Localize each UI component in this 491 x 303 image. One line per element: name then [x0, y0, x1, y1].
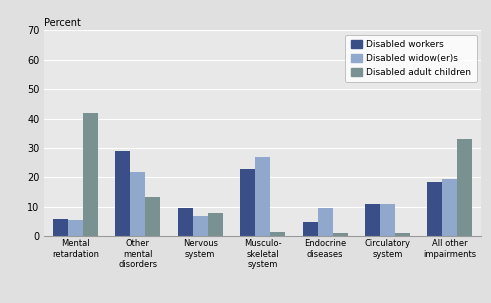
Bar — [442, 179, 458, 236]
Bar — [115, 151, 130, 236]
Bar — [178, 208, 193, 236]
Bar — [458, 139, 472, 236]
Legend: Disabled workers, Disabled widow(er)s, Disabled adult children: Disabled workers, Disabled widow(er)s, D… — [346, 35, 477, 82]
Bar — [332, 233, 348, 236]
Bar — [255, 157, 270, 236]
Bar — [53, 219, 68, 236]
Bar — [208, 213, 223, 236]
Bar — [83, 113, 98, 236]
Bar — [145, 197, 160, 236]
Bar — [270, 232, 285, 236]
Bar — [302, 221, 318, 236]
Bar — [240, 169, 255, 236]
Bar — [193, 216, 208, 236]
Bar — [395, 233, 410, 236]
Bar — [68, 220, 83, 236]
Bar — [130, 171, 145, 236]
Text: Percent: Percent — [44, 18, 81, 28]
Bar — [365, 204, 380, 236]
Bar — [318, 208, 332, 236]
Bar — [380, 204, 395, 236]
Bar — [428, 182, 442, 236]
